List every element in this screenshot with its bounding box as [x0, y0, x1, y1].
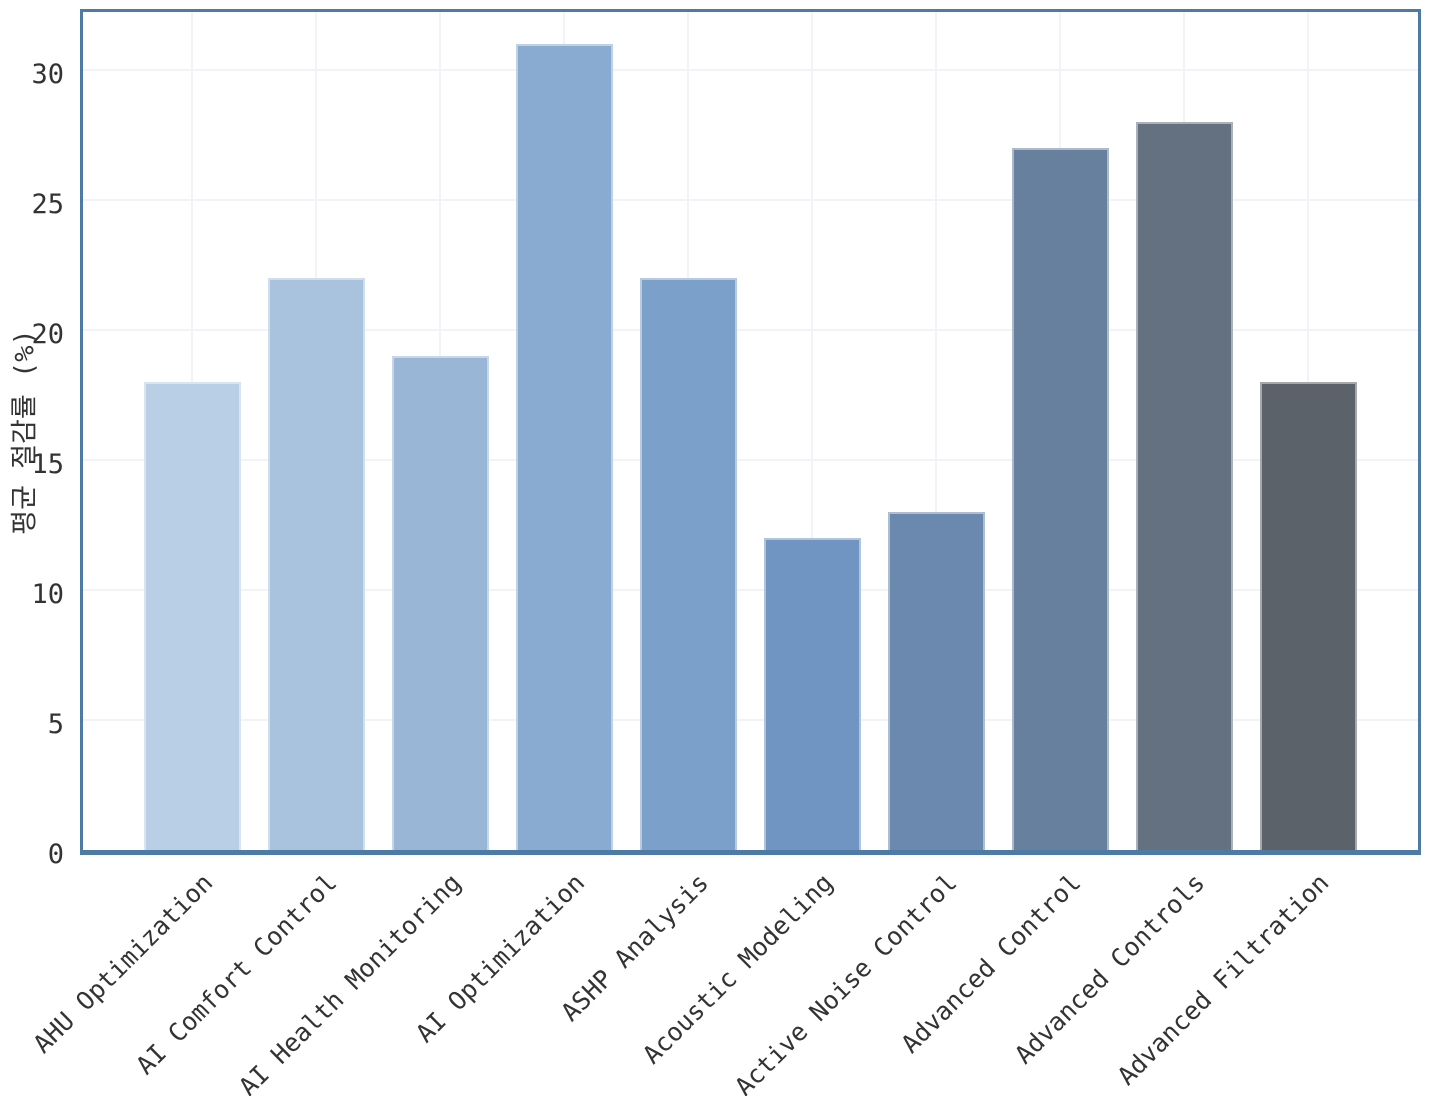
y-gridline-5 [83, 719, 1418, 721]
y-gridline-30 [83, 69, 1418, 71]
y-gridline-10 [83, 589, 1418, 591]
bar-ahu-optimization [143, 382, 241, 850]
bar-acoustic-modeling [763, 538, 861, 850]
bar-ai-optimization [515, 44, 613, 850]
plot-area [80, 9, 1421, 855]
bar-ai-comfort-control [267, 278, 365, 850]
bar-active-noise-control [887, 512, 985, 850]
y-tick-label-25: 25 [31, 189, 64, 220]
x-tick-label-active-noise-control: Active Noise Control [729, 868, 963, 1096]
y-gridline-25 [83, 199, 1418, 201]
x-tick-label-ai-health-monitoring: AI Health Monitoring [233, 868, 467, 1096]
bar-ai-health-monitoring [391, 356, 489, 850]
bar-advanced-control [1011, 148, 1109, 850]
y-axis-label: 평균 절감률 (%) [9, 329, 41, 535]
bar-advanced-filtration [1259, 382, 1357, 850]
y-tick-label-30: 30 [31, 59, 64, 90]
x-tick-label-ai-comfort-control: AI Comfort Control [130, 868, 343, 1081]
y-tick-label-15: 15 [31, 449, 64, 480]
y-tick-label-5: 5 [47, 709, 64, 740]
bar-advanced-controls [1135, 122, 1233, 850]
y-gridline-15 [83, 459, 1418, 461]
y-tick-label-0: 0 [47, 839, 64, 870]
y-tick-label-20: 20 [31, 319, 64, 350]
x-gridline-6 [935, 12, 937, 850]
y-gridline-20 [83, 329, 1418, 331]
x-gridline-5 [811, 12, 813, 850]
bar-ashp-analysis [639, 278, 737, 850]
x-tick-label-advanced-filtration: Advanced Filtration [1111, 868, 1335, 1091]
y-tick-label-10: 10 [31, 579, 64, 610]
